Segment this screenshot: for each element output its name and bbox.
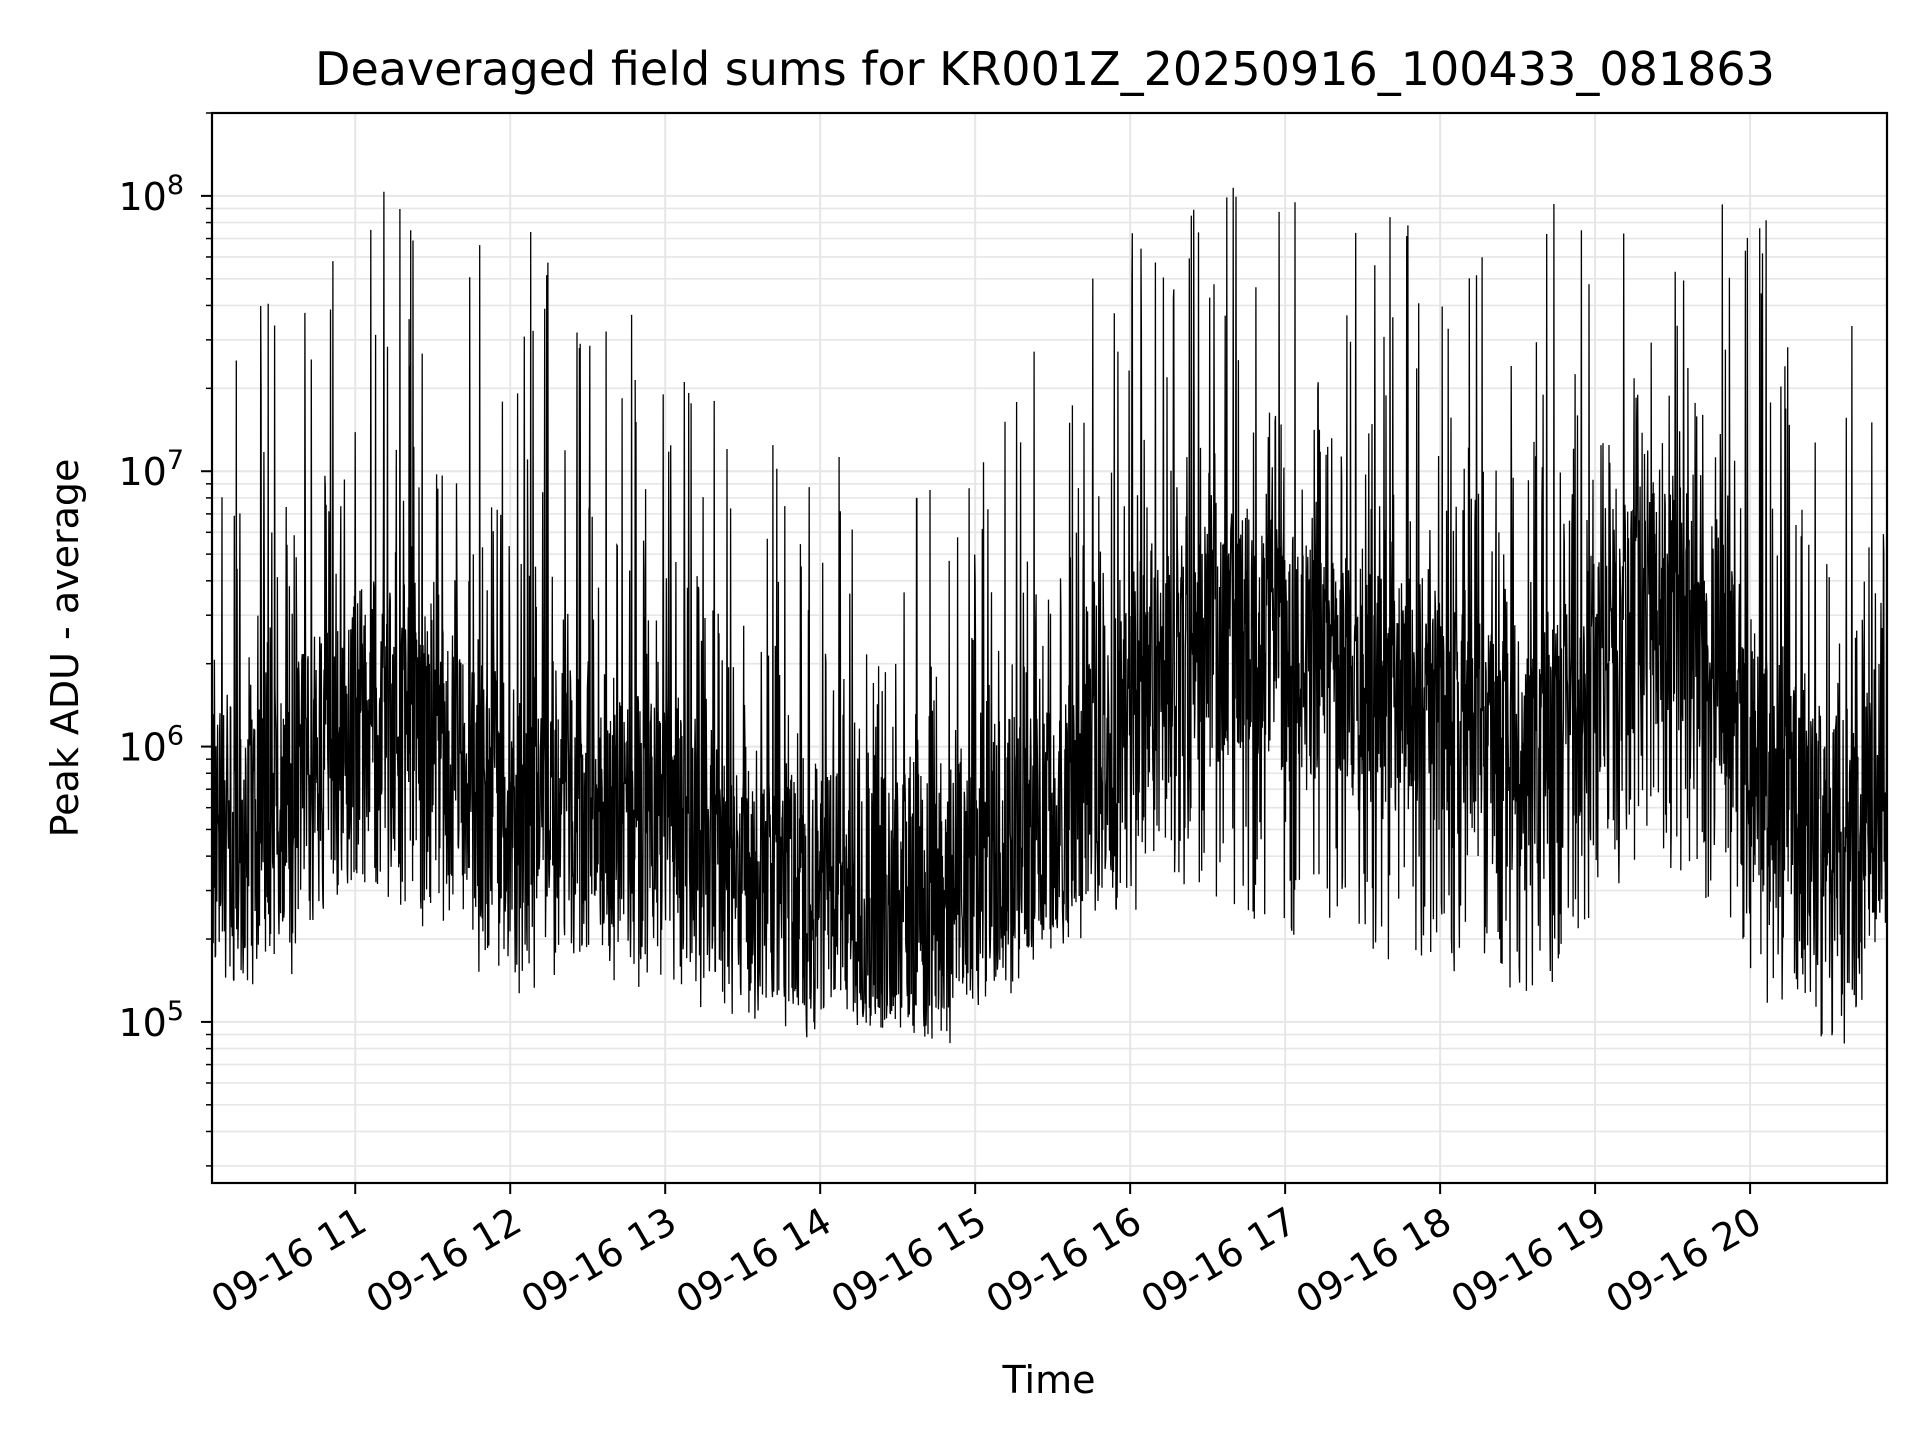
x-tick-label: 09-16 14 <box>669 1199 839 1323</box>
grid <box>212 112 1887 1183</box>
x-tick-label: 09-16 20 <box>1599 1199 1769 1323</box>
y-tick-label-exponent: 5 <box>167 996 184 1027</box>
x-tick-label: 09-16 11 <box>204 1199 374 1323</box>
plot-area-frame <box>210 111 1889 1185</box>
y-tick-label-exponent: 8 <box>167 170 184 201</box>
y-tick-label: 107 <box>118 445 184 494</box>
y-tick-label-base: 10 <box>118 450 166 494</box>
y-tick-label-base: 10 <box>118 1001 166 1045</box>
y-tick-label-base: 10 <box>118 726 166 770</box>
y-tick-label: 105 <box>118 996 184 1045</box>
y-tick-label: 106 <box>118 721 184 770</box>
x-tick-label: 09-16 18 <box>1289 1199 1459 1323</box>
y-tick-label: 108 <box>118 170 184 219</box>
series-line <box>211 187 1888 1044</box>
y-tick-label-exponent: 6 <box>167 721 184 752</box>
x-tick-label: 09-16 12 <box>359 1199 529 1323</box>
x-tick-label: 09-16 17 <box>1134 1199 1304 1323</box>
x-tick-label: 09-16 16 <box>979 1199 1149 1323</box>
chart-title: Deaveraged field sums for KR001Z_2025091… <box>315 42 1775 96</box>
y-tick-label-base: 10 <box>118 175 166 219</box>
y-tick-label-exponent: 7 <box>167 445 184 476</box>
x-tick-label: 09-16 13 <box>514 1199 684 1323</box>
x-axis-label: Time <box>1002 1358 1096 1402</box>
series-line-path <box>211 187 1888 1044</box>
x-tick-label: 09-16 15 <box>824 1199 994 1323</box>
y-axis-label: Peak ADU - average <box>43 459 87 838</box>
x-tick-label: 09-16 19 <box>1444 1199 1614 1323</box>
